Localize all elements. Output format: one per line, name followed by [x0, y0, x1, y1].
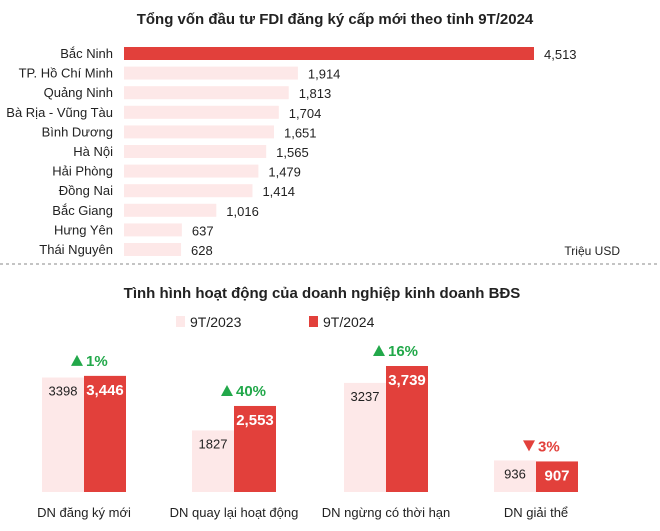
fdi-chart-title: Tổng vốn đầu tư FDI đăng ký cấp mới theo… — [137, 11, 534, 28]
bds-bar-9t2023 — [42, 377, 84, 492]
fdi-value-label: 628 — [191, 243, 213, 258]
bds-change-label: 16% — [388, 343, 418, 360]
fdi-category-label: Đồng Nai — [59, 183, 113, 198]
bds-bar-9t2024 — [234, 405, 276, 492]
fdi-value-label: 1,016 — [226, 204, 259, 219]
fdi-value-label: 1,414 — [262, 184, 295, 199]
bds-bar-9t2023 — [192, 430, 234, 492]
change-up-icon — [71, 354, 83, 366]
bds-bar-9t2023 — [494, 460, 536, 492]
bds-category-label: DN đăng ký mới — [37, 505, 131, 520]
legend-label-9t2023: 9T/2023 — [190, 314, 242, 330]
bds-value-9t2023: 1827 — [199, 436, 228, 451]
fdi-category-label: Hà Nội — [73, 144, 113, 159]
fdi-bar — [124, 125, 274, 139]
bds-change-label: 1% — [86, 353, 108, 370]
fdi-bar — [124, 66, 298, 80]
fdi-unit-label: Triệu USD — [564, 244, 620, 258]
fdi-bar — [124, 47, 534, 60]
bds-value-9t2024: 3,739 — [388, 372, 426, 389]
fdi-value-label: 1,651 — [284, 125, 317, 140]
fdi-bar — [124, 243, 182, 256]
bds-change-label: 40% — [236, 383, 266, 400]
bds-bar-9t2024 — [386, 366, 428, 492]
fdi-category-label: Bà Rịa - Vũng Tàu — [6, 105, 113, 120]
fdi-category-label: Hưng Yên — [54, 222, 113, 237]
bds-legend: 9T/2023 9T/2024 — [176, 314, 375, 330]
bds-change-label: 3% — [538, 438, 560, 455]
fdi-value-label: 1,479 — [268, 165, 301, 180]
bds-value-9t2024: 907 — [544, 467, 569, 484]
bds-value-9t2023: 3398 — [49, 383, 78, 398]
change-up-icon — [221, 384, 233, 396]
bds-chart-title: Tình hình hoạt động của doanh nghiệp kin… — [124, 285, 521, 302]
fdi-value-label: 1,813 — [299, 86, 332, 101]
change-up-icon — [373, 345, 385, 356]
fdi-value-label: 1,914 — [308, 67, 341, 82]
fdi-value-label: 1,704 — [289, 106, 322, 121]
fdi-bar — [124, 223, 182, 237]
bds-value-9t2023: 936 — [504, 466, 526, 481]
fdi-bar-group: Bắc Ninh 4,513 TP. Hồ Chí Minh 1,914 Quảng N… — [6, 46, 576, 258]
fdi-category-label: Bắc Giang — [52, 203, 113, 218]
bds-bar-group: 3398 3,446 1% DN đăng ký mới 1827 2,553 40% DN … — [37, 343, 578, 520]
fdi-category-label: Hải Phòng — [52, 164, 113, 179]
bds-category-label: DN quay lại hoạt động — [170, 505, 299, 520]
fdi-value-label: 1,565 — [276, 145, 309, 160]
fdi-bar — [124, 145, 267, 158]
bds-value-9t2023: 3237 — [351, 389, 380, 404]
bds-bar-9t2024 — [84, 375, 126, 492]
fdi-bar — [124, 184, 253, 198]
fdi-category-label: Bắc Ninh — [60, 46, 113, 61]
legend-label-9t2024: 9T/2024 — [323, 314, 375, 330]
fdi-value-label: 637 — [192, 223, 214, 238]
fdi-bar — [124, 86, 289, 100]
legend-swatch-9t2024 — [309, 316, 318, 327]
change-down-icon — [523, 440, 535, 452]
fdi-value-label: 4,513 — [544, 47, 577, 62]
legend-swatch-9t2023 — [176, 316, 185, 327]
fdi-bar — [124, 164, 259, 178]
bds-bar-9t2023 — [344, 382, 386, 492]
fdi-bar — [124, 105, 279, 119]
bds-value-9t2024: 2,553 — [236, 412, 274, 429]
bds-bar-9t2024 — [536, 461, 578, 492]
bds-value-9t2024: 3,446 — [86, 382, 124, 399]
bds-category-label: DN ngừng có thời hạn — [322, 505, 451, 520]
fdi-bar — [124, 203, 217, 217]
fdi-category-label: Thái Nguyên — [39, 242, 113, 257]
fdi-category-label: Quảng Ninh — [44, 85, 113, 100]
fdi-category-label: TP. Hồ Chí Minh — [19, 66, 113, 81]
fdi-category-label: Bình Dương — [42, 124, 113, 139]
bds-category-label: DN giải thể — [504, 505, 568, 520]
